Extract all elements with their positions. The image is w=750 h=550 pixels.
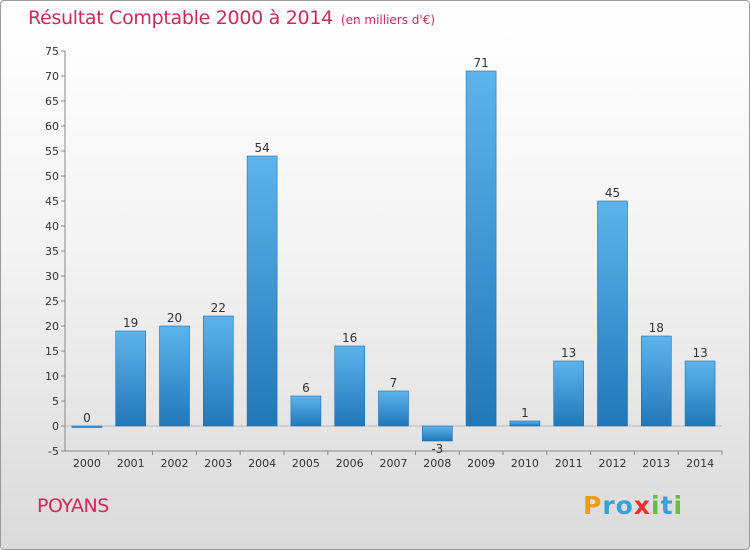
y-tick-label: 60 bbox=[45, 120, 59, 133]
bar bbox=[465, 70, 497, 427]
data-label: 54 bbox=[254, 141, 269, 155]
y-tick-label: 15 bbox=[45, 345, 59, 358]
bar bbox=[684, 360, 716, 427]
x-tick-label: 2002 bbox=[161, 457, 189, 470]
bar bbox=[115, 330, 146, 427]
x-tick-label: 2005 bbox=[292, 457, 320, 470]
data-label: 71 bbox=[473, 56, 488, 70]
y-tick-label: 20 bbox=[45, 320, 59, 333]
title-row: Résultat Comptable 2000 à 2014 (en millie… bbox=[28, 7, 435, 29]
data-label: 22 bbox=[211, 301, 226, 315]
data-label: 13 bbox=[561, 346, 576, 360]
x-tick-label: 2014 bbox=[686, 457, 714, 470]
bar bbox=[71, 425, 103, 428]
y-tick-label: 45 bbox=[45, 195, 59, 208]
bar bbox=[597, 200, 628, 427]
y-tick-label: 5 bbox=[52, 395, 59, 408]
x-tick-label: 2012 bbox=[599, 457, 627, 470]
x-tick-label: 2007 bbox=[380, 457, 408, 470]
bar bbox=[378, 390, 409, 427]
bar bbox=[553, 360, 585, 427]
data-label: 19 bbox=[123, 316, 138, 330]
bar bbox=[334, 345, 366, 427]
logo-letter: i bbox=[673, 491, 684, 520]
data-label: 20 bbox=[167, 311, 182, 325]
y-tick-label: 50 bbox=[45, 170, 59, 183]
data-label: -3 bbox=[431, 442, 443, 456]
bar bbox=[421, 425, 453, 442]
x-tick-label: 2003 bbox=[204, 457, 232, 470]
y-tick-label: 70 bbox=[45, 70, 59, 83]
data-label: 7 bbox=[390, 376, 398, 390]
logo-letter: P bbox=[583, 491, 603, 520]
y-tick-label: 65 bbox=[45, 95, 59, 108]
x-tick-label: 2004 bbox=[248, 457, 276, 470]
x-tick-label: 2010 bbox=[511, 457, 539, 470]
x-tick-label: 2008 bbox=[423, 457, 451, 470]
y-tick-label: 55 bbox=[45, 145, 59, 158]
y-tick-label: 40 bbox=[45, 220, 59, 233]
x-tick-label: 2011 bbox=[555, 457, 583, 470]
data-label: 1 bbox=[521, 406, 529, 420]
data-label: 45 bbox=[605, 186, 620, 200]
y-tick-label: 25 bbox=[45, 295, 59, 308]
x-tick-label: 2001 bbox=[117, 457, 145, 470]
chart-unit: (en milliers d'€) bbox=[340, 13, 436, 27]
y-tick-label: -5 bbox=[48, 445, 59, 458]
y-tick-label: 10 bbox=[45, 370, 59, 383]
x-tick-label: 2013 bbox=[642, 457, 670, 470]
town-name: POYANS bbox=[37, 495, 109, 517]
bar bbox=[290, 395, 322, 427]
data-label: 6 bbox=[302, 381, 310, 395]
bar bbox=[159, 325, 190, 427]
logo-letter: x bbox=[633, 491, 651, 520]
logo-letter: i bbox=[651, 491, 661, 520]
logo-letter: o bbox=[615, 491, 634, 520]
y-tick-label: 75 bbox=[45, 45, 59, 58]
x-tick-label: 2009 bbox=[467, 457, 495, 470]
y-tick-label: 0 bbox=[52, 420, 59, 433]
x-tick-label: 2000 bbox=[73, 457, 101, 470]
y-tick-label: 35 bbox=[45, 245, 59, 258]
logo-letter: t bbox=[660, 491, 674, 520]
bar bbox=[203, 315, 234, 427]
y-tick-label: 30 bbox=[45, 270, 59, 283]
data-label: 18 bbox=[649, 321, 664, 335]
bar bbox=[246, 155, 278, 427]
x-tick-label: 2006 bbox=[336, 457, 364, 470]
proxiti-logo: Proxiti bbox=[583, 491, 683, 520]
logo-letter: r bbox=[602, 491, 616, 520]
bar bbox=[640, 335, 672, 427]
data-label: 16 bbox=[342, 331, 357, 345]
chart-title: Résultat Comptable 2000 à 2014 bbox=[28, 7, 333, 29]
bar bbox=[509, 420, 541, 427]
data-label: 0 bbox=[83, 411, 91, 425]
data-label: 13 bbox=[692, 346, 707, 360]
